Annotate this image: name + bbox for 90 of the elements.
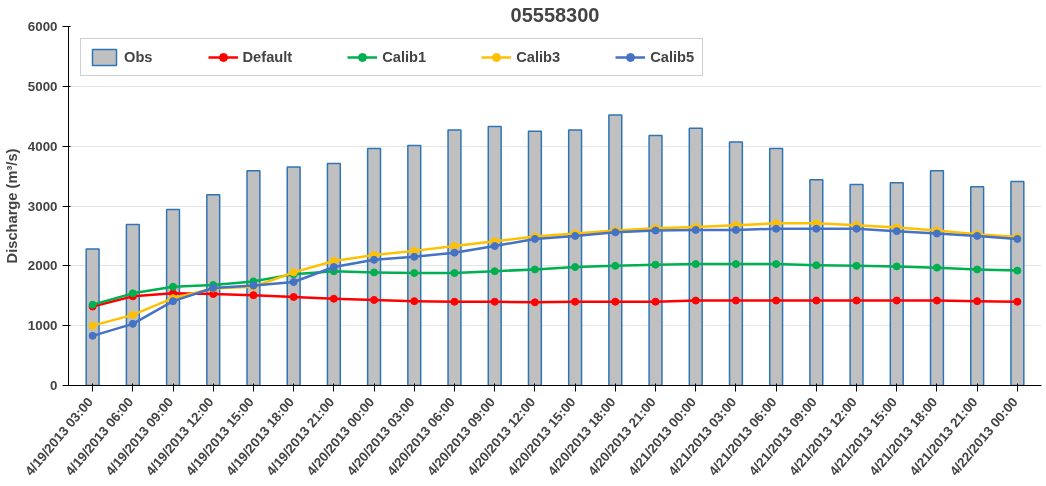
bar	[849, 183, 864, 386]
y-axis-title: Discharge (m³/s)	[3, 148, 20, 264]
point	[973, 265, 982, 274]
point	[772, 260, 781, 269]
point	[571, 297, 580, 306]
bar	[648, 134, 663, 386]
point	[812, 261, 821, 270]
point	[128, 310, 137, 319]
point	[490, 242, 499, 251]
point	[530, 298, 539, 307]
point	[530, 265, 539, 274]
point	[772, 296, 781, 305]
point	[249, 291, 258, 300]
y-tick-label: 1000	[27, 318, 58, 334]
point	[169, 282, 178, 291]
point	[410, 297, 419, 306]
point	[450, 269, 459, 278]
point	[772, 224, 781, 233]
bar	[165, 208, 181, 386]
point	[88, 321, 97, 330]
point	[731, 296, 740, 305]
point	[370, 295, 379, 304]
bar	[688, 127, 703, 386]
point	[892, 227, 901, 236]
point	[289, 278, 298, 286]
bar	[447, 129, 462, 386]
y-tick-label: 6000	[27, 19, 58, 34]
point	[410, 252, 419, 261]
point	[812, 296, 821, 305]
point	[410, 246, 419, 255]
point	[370, 268, 379, 277]
y-tick-label: 3000	[27, 198, 58, 214]
bar	[527, 130, 543, 386]
point	[490, 297, 499, 306]
bar	[286, 166, 301, 386]
bar	[728, 141, 744, 386]
point	[932, 263, 941, 272]
bar	[608, 114, 623, 386]
point	[329, 263, 338, 272]
point	[973, 297, 982, 306]
point	[651, 260, 660, 269]
legend-label: Calib5	[650, 49, 695, 65]
y-tick-label: 2000	[27, 258, 58, 274]
legend-label: Default	[242, 49, 293, 65]
bar	[969, 186, 985, 386]
point	[410, 269, 419, 278]
y-tick-label: 5000	[27, 78, 58, 94]
point	[651, 297, 660, 306]
point	[932, 296, 941, 305]
point	[329, 294, 338, 303]
point	[289, 292, 298, 301]
point	[852, 296, 861, 305]
bar	[929, 169, 945, 386]
point	[128, 319, 137, 328]
bar	[567, 129, 583, 386]
point	[852, 261, 861, 270]
bar	[889, 181, 904, 386]
legend-label: Obs	[124, 49, 153, 65]
point	[731, 260, 740, 269]
point	[88, 331, 97, 340]
bar	[487, 125, 502, 386]
point	[611, 261, 620, 270]
point	[450, 242, 459, 251]
point	[571, 263, 580, 272]
bar	[246, 169, 261, 386]
bar	[326, 162, 342, 386]
point	[691, 296, 700, 305]
bar	[366, 147, 382, 386]
bar	[1010, 180, 1025, 386]
point	[490, 267, 499, 276]
y-tick-label: 0	[50, 378, 58, 393]
point	[611, 297, 620, 306]
bar	[768, 147, 784, 386]
point	[812, 224, 821, 233]
point	[731, 225, 740, 234]
legend-label: Calib1	[382, 49, 427, 65]
point	[370, 255, 379, 264]
point	[450, 248, 459, 257]
point	[691, 260, 700, 269]
point	[892, 262, 901, 271]
point	[1013, 266, 1022, 275]
bar	[206, 193, 221, 386]
point	[1013, 297, 1022, 306]
legend-label: Calib3	[516, 49, 561, 65]
chart-title: 05558300	[510, 3, 600, 26]
y-tick-label: 4000	[27, 138, 58, 154]
point	[892, 296, 901, 305]
bar	[407, 144, 422, 386]
point	[450, 297, 459, 306]
bar	[809, 178, 824, 386]
